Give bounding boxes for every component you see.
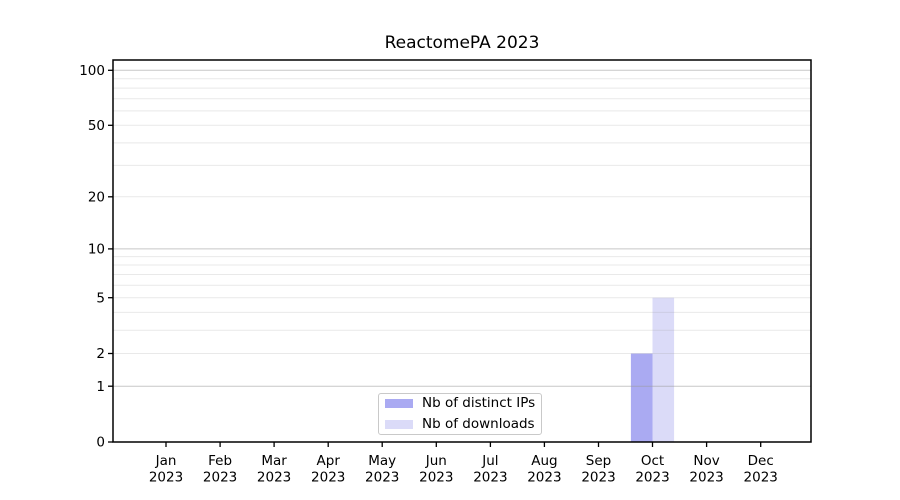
x-tick-label-year: 2023 <box>203 470 237 486</box>
x-tick-label-year: 2023 <box>473 470 507 486</box>
x-tick-label-year: 2023 <box>581 470 615 486</box>
distinct-ips-swatch-icon <box>385 399 413 409</box>
legend: Nb of distinct IPs Nb of downloads <box>378 393 542 435</box>
x-tick-label-month: Sep <box>586 453 611 469</box>
y-tick-label: 5 <box>96 290 105 306</box>
legend-item-distinct-ips: Nb of distinct IPs <box>385 395 536 411</box>
x-tick-label-year: 2023 <box>689 470 723 486</box>
y-tick-label: 20 <box>88 190 105 206</box>
legend-label: Nb of downloads <box>422 415 535 432</box>
downloads-swatch-icon <box>385 419 413 429</box>
x-tick-label-year: 2023 <box>311 470 345 486</box>
x-tick-label-year: 2023 <box>744 470 778 486</box>
x-tick-label-year: 2023 <box>257 470 291 486</box>
y-tick-label: 2 <box>96 346 105 362</box>
x-tick-label-year: 2023 <box>149 470 183 486</box>
x-tick-label-month: Apr <box>317 453 341 469</box>
x-tick-label-month: Nov <box>693 453 719 469</box>
x-tick-label-month: Aug <box>531 453 557 469</box>
x-tick-label-year: 2023 <box>419 470 453 486</box>
x-tick-label-month: Oct <box>641 453 664 469</box>
y-tick-label: 50 <box>88 118 105 134</box>
bar-oct-distinct-ips <box>630 353 653 442</box>
chart-title: ReactomePA 2023 <box>384 33 540 53</box>
x-tick-label-year: 2023 <box>527 470 561 486</box>
y-tick-label: 100 <box>79 63 105 79</box>
y-tick-label: 0 <box>96 435 105 451</box>
x-tick-label-year: 2023 <box>365 470 399 486</box>
x-tick-label-month: Jul <box>481 453 498 469</box>
x-tick-label-month: May <box>368 453 396 469</box>
x-tick-label-month: Dec <box>748 453 774 469</box>
bar-oct-downloads <box>652 297 675 442</box>
legend-label: Nb of distinct IPs <box>422 395 536 411</box>
plot-border <box>112 59 812 443</box>
legend-item-downloads: Nb of downloads <box>385 415 535 432</box>
x-tick-label-month: Mar <box>261 453 287 469</box>
x-tick-label-year: 2023 <box>635 470 669 486</box>
y-tick-label: 1 <box>96 379 105 395</box>
x-tick-label-month: Jan <box>155 453 177 469</box>
y-tick-label: 10 <box>88 242 105 258</box>
x-tick-label-month: Feb <box>208 453 232 469</box>
x-tick-label-month: Jun <box>425 453 447 469</box>
